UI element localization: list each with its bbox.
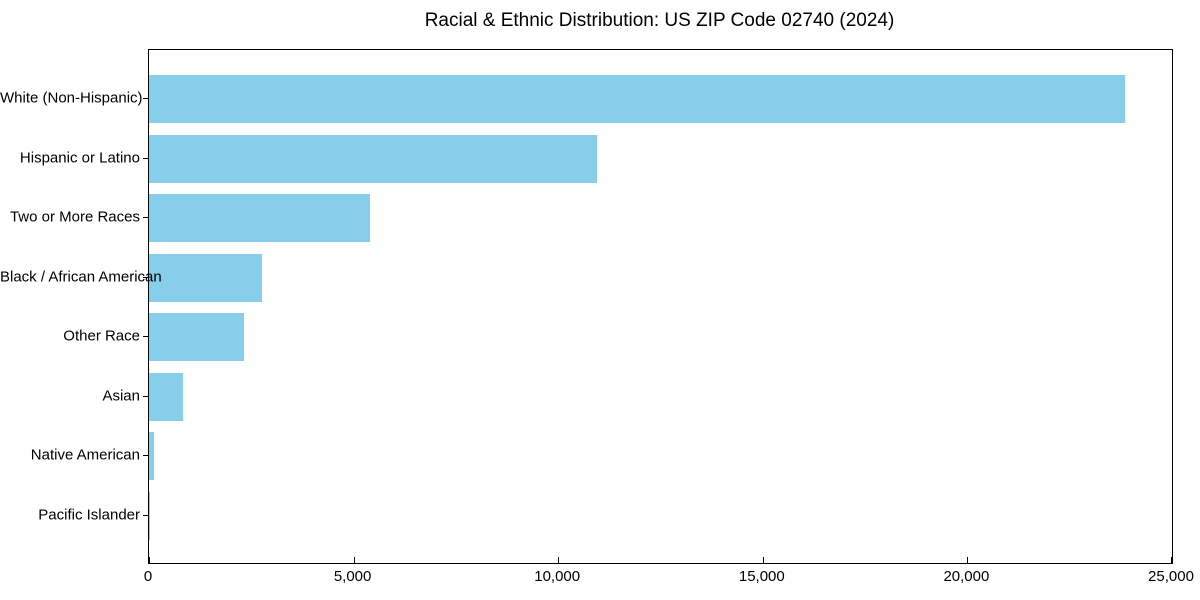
y-axis-label-other-race: Other Race: [63, 327, 140, 345]
y-tick-mark: [143, 514, 148, 516]
x-tick-mark: [558, 557, 560, 563]
x-tick-mark: [1171, 557, 1172, 563]
bar-asian: [149, 372, 184, 421]
bar-white-non-hispanic: [149, 75, 1125, 123]
y-axis-label-asian: Asian: [102, 387, 140, 405]
y-axis-label-white-non-hispanic: White (Non-Hispanic): [0, 89, 143, 107]
x-tick-mark: [353, 557, 355, 563]
y-tick-mark: [143, 336, 148, 338]
y-axis-label-native-american: Native American: [30, 446, 140, 464]
x-axis-tick-label: 10,000: [534, 568, 581, 585]
bar-two-or-more-races: [149, 194, 370, 243]
bar-hispanic-or-latino: [149, 134, 598, 183]
x-axis-tick-label: 5,000: [333, 568, 372, 585]
y-tick-mark: [143, 217, 148, 219]
x-axis-tick-label: 0: [143, 568, 153, 585]
y-tick-mark: [143, 157, 148, 159]
plot-area: [148, 49, 1173, 564]
chart-title: Racial & Ethnic Distribution: US ZIP Cod…: [424, 10, 895, 31]
x-tick-mark: [762, 557, 764, 563]
x-axis-tick-label: 25,000: [1148, 568, 1194, 585]
bar-native-american: [149, 432, 154, 481]
x-tick-mark: [149, 557, 150, 563]
y-tick-mark: [143, 455, 148, 457]
x-axis-tick-label: 20,000: [943, 568, 990, 585]
y-axis-label-two-or-more-races: Two or More Races: [9, 208, 140, 226]
bar-other-race: [149, 313, 245, 362]
y-axis-label-black-african-american: Black / African American: [0, 268, 162, 286]
y-axis-label-hispanic-or-latino: Hispanic or Latino: [19, 149, 140, 167]
x-tick-mark: [967, 557, 969, 563]
x-axis-tick-label: 15,000: [738, 568, 785, 585]
y-tick-mark: [143, 98, 148, 99]
y-tick-mark: [143, 276, 148, 278]
y-tick-mark: [143, 395, 148, 397]
y-axis-label-pacific-islander: Pacific Islander: [38, 506, 140, 524]
bar-black-african-american: [149, 253, 262, 302]
